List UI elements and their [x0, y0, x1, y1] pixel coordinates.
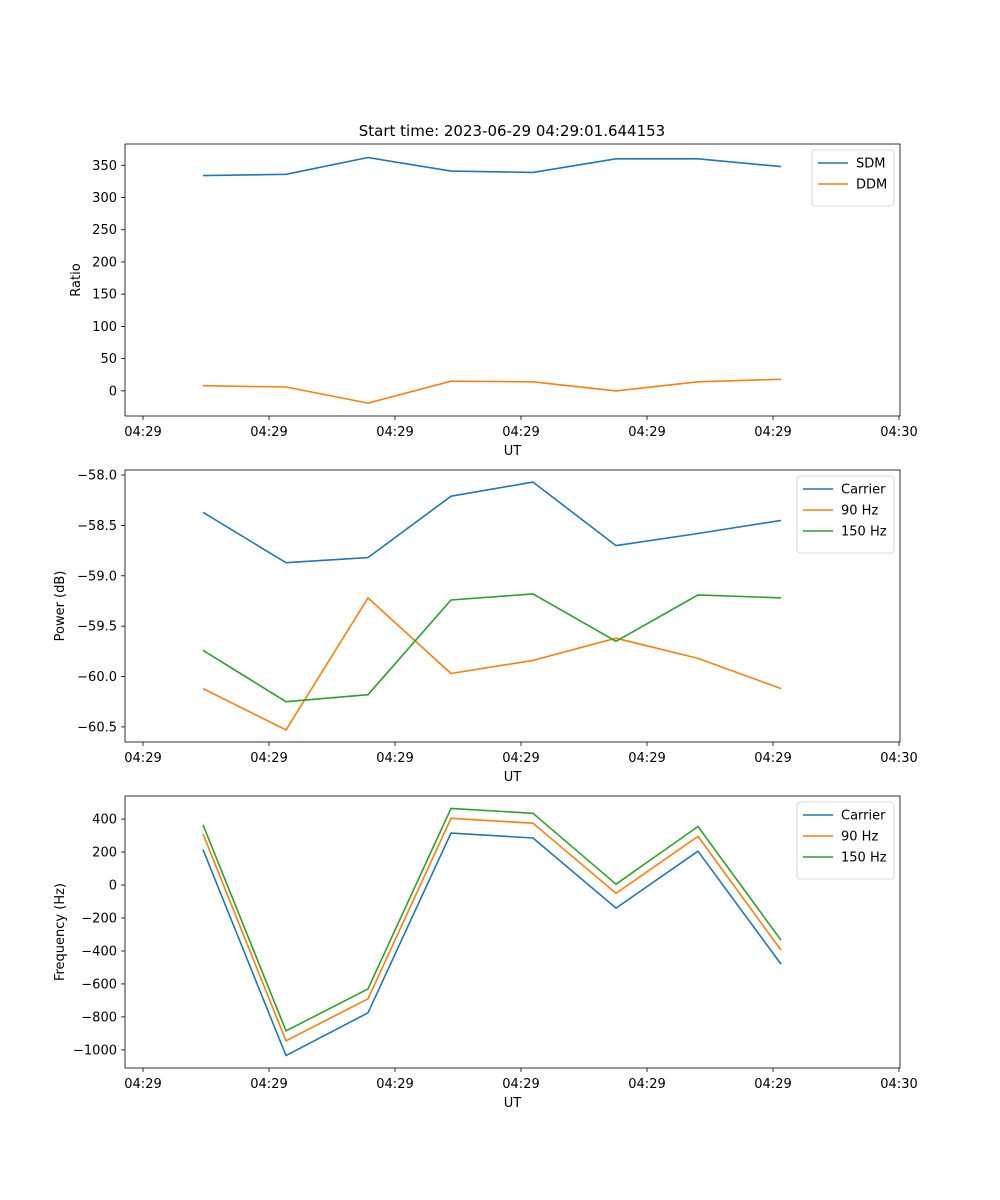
- x-tick-label: 04:29: [502, 751, 539, 766]
- y-tick-label: 0: [109, 384, 117, 399]
- chart-panel-2: −60.5 −60.0 −59.5 −59.0 −58.5 −58.0 04:29 04:29…: [53, 469, 918, 785]
- legend-label: 150 Hz: [841, 525, 887, 540]
- x-tick-label: 04:29: [250, 425, 287, 440]
- legend-label: Carrier: [841, 483, 886, 498]
- legend-label: 150 Hz: [841, 851, 887, 866]
- y-axis-label: Frequency (Hz): [53, 883, 68, 981]
- x-tick-label: 04:29: [250, 1077, 287, 1092]
- x-tick-label: 04:29: [124, 425, 161, 440]
- x-axis-label: UT: [504, 444, 522, 459]
- y-tick-label: −800: [81, 1010, 117, 1025]
- y-tick-label: 200: [92, 846, 117, 861]
- x-tick-label: 04:29: [628, 425, 665, 440]
- y-axis-label: Power (dB): [53, 571, 68, 642]
- y-tick-label: −400: [81, 944, 117, 959]
- y-tick-label: −200: [81, 911, 117, 926]
- legend: Carrier 90 Hz 150 Hz: [796, 475, 895, 554]
- legend-box: [796, 801, 895, 880]
- plot-area: [124, 795, 901, 1069]
- x-tick-label: 04:29: [502, 1077, 539, 1092]
- x-axis-label: UT: [504, 1096, 522, 1111]
- plot-area: [124, 143, 901, 417]
- legend-label: 90 Hz: [841, 830, 878, 845]
- series-line-150-hz: [202, 807, 782, 1032]
- x-tick-label: 04:29: [124, 751, 161, 766]
- legend-box: [796, 475, 895, 554]
- chart-panel-1: 0 50 100 150 200 250 300 350 04:29 04:29 04:29 04:2…: [69, 143, 918, 459]
- plot-area: [124, 469, 901, 743]
- y-tick-label: 300: [92, 191, 117, 206]
- x-tick-label: 04:29: [376, 751, 413, 766]
- y-tick-label: 0: [109, 879, 117, 894]
- x-tick-label: 04:29: [250, 751, 287, 766]
- y-tick-label: 400: [92, 813, 117, 828]
- x-tick-label: 04:29: [376, 1077, 413, 1092]
- x-tick-label: 04:29: [124, 1077, 161, 1092]
- y-tick-label: −59.0: [77, 569, 117, 584]
- x-tick-label: 04:30: [880, 751, 917, 766]
- legend: SDM DDM: [811, 149, 895, 207]
- y-tick-label: 350: [92, 159, 117, 174]
- series-line-carrier: [202, 832, 782, 1057]
- x-axis-label: UT: [504, 770, 522, 785]
- y-tick-label: −60.0: [77, 670, 117, 685]
- x-tick-label: 04:29: [628, 751, 665, 766]
- series-line-ddm: [202, 378, 782, 404]
- x-tick-label: 04:29: [754, 1077, 791, 1092]
- series-line-150-hz: [202, 593, 782, 703]
- x-tick-label: 04:29: [502, 425, 539, 440]
- x-tick-label: 04:29: [754, 751, 791, 766]
- x-tick-label: 04:30: [880, 1077, 917, 1092]
- x-tick-label: 04:29: [376, 425, 413, 440]
- y-tick-label: −58.0: [77, 469, 117, 484]
- y-tick-label: 150: [92, 288, 117, 303]
- legend: Carrier 90 Hz 150 Hz: [796, 801, 895, 880]
- series-line-90-hz: [202, 817, 782, 1042]
- y-tick-label: 250: [92, 223, 117, 238]
- y-tick-label: −58.5: [77, 519, 117, 534]
- y-tick-label: 50: [100, 352, 117, 367]
- y-tick-label: 100: [92, 320, 117, 335]
- chart-panel-3: −1000 −800 −600 −400 −200 0 200 400 04:29 04:29 04…: [53, 795, 918, 1111]
- legend-label: Carrier: [841, 809, 886, 824]
- y-tick-label: −600: [81, 977, 117, 992]
- x-tick-label: 04:29: [754, 425, 791, 440]
- legend-box: [811, 149, 895, 207]
- y-tick-label: 200: [92, 255, 117, 270]
- series-line-90-hz: [202, 597, 782, 731]
- y-tick-label: −59.5: [77, 620, 117, 635]
- x-tick-label: 04:29: [628, 1077, 665, 1092]
- y-tick-label: −60.5: [77, 720, 117, 735]
- y-tick-label: −1000: [73, 1043, 117, 1058]
- legend-label: 90 Hz: [841, 504, 878, 519]
- series-line-carrier: [202, 481, 782, 564]
- figure-title: Start time: 2023-06-29 04:29:01.644153: [359, 122, 665, 140]
- y-axis-label: Ratio: [69, 263, 84, 296]
- series-line-sdm: [202, 156, 782, 177]
- x-tick-label: 04:30: [880, 425, 917, 440]
- legend-label: SDM: [856, 157, 885, 172]
- legend-label: DDM: [856, 178, 887, 193]
